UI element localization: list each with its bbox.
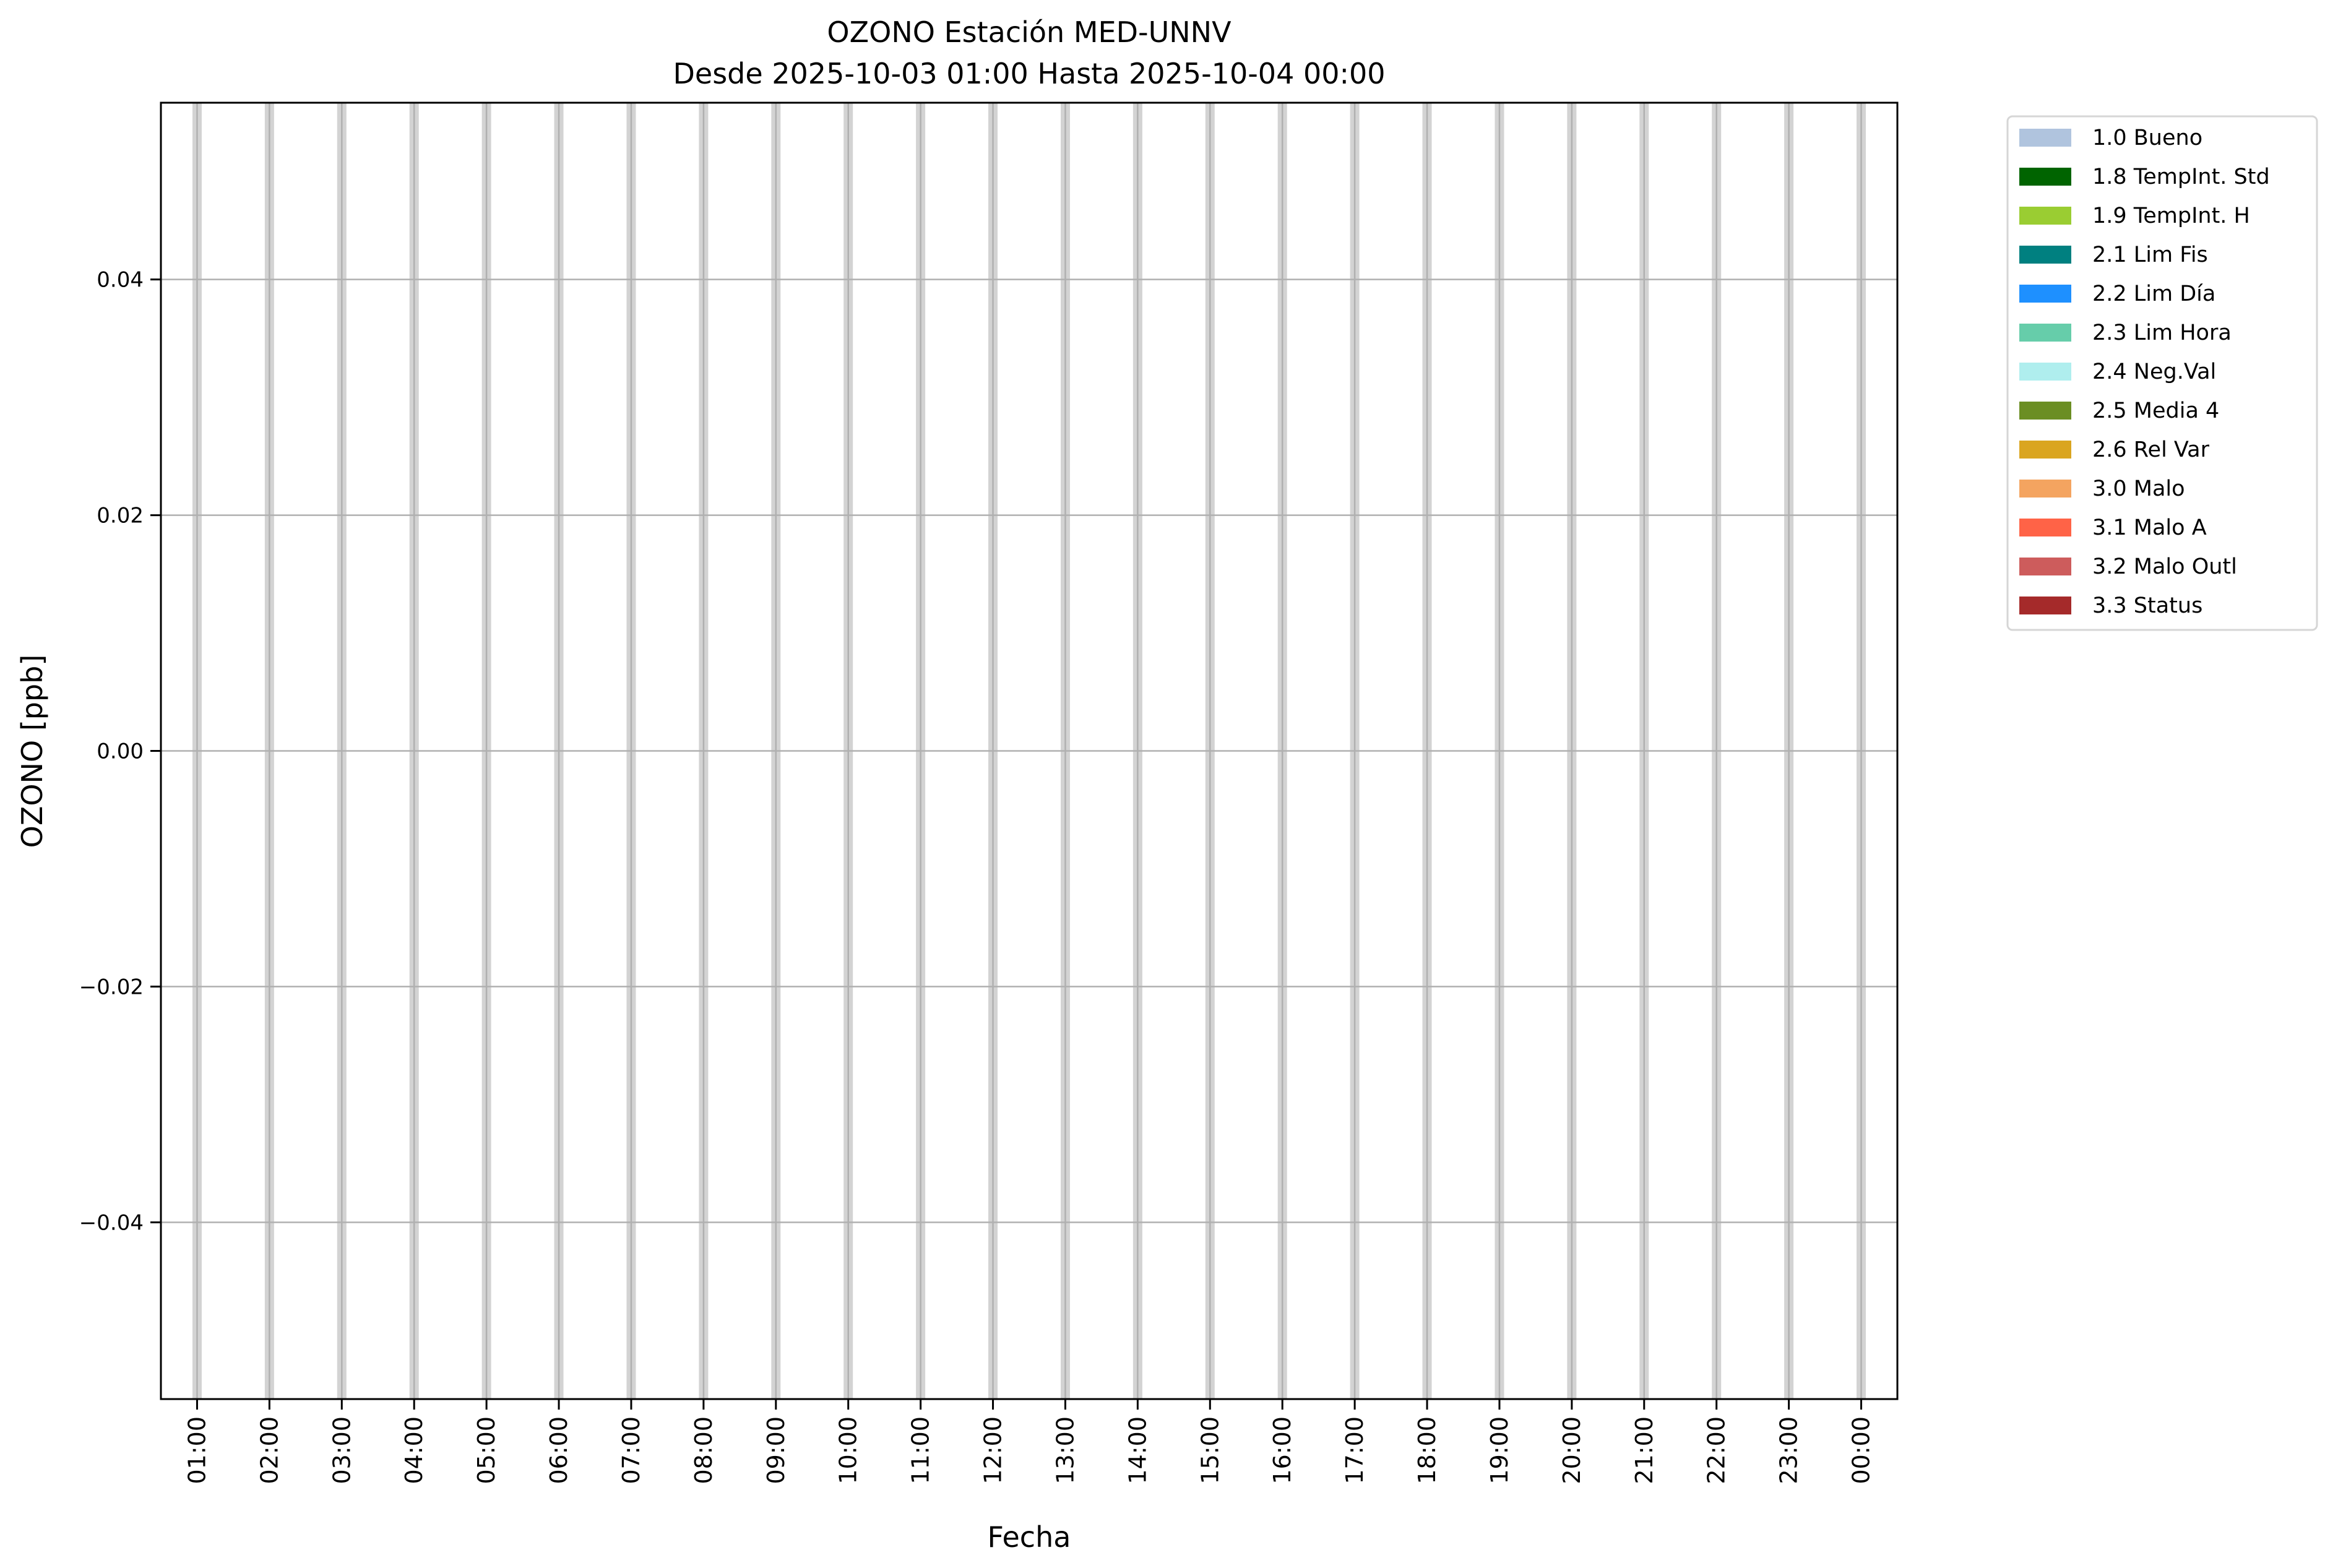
legend-label: 3.1 Malo A: [2092, 515, 2207, 540]
x-tick-label: 13:00: [1051, 1416, 1079, 1484]
y-tick-label: 0.00: [97, 739, 144, 764]
legend-label: 3.0 Malo: [2092, 476, 2185, 501]
x-tick-label: 10:00: [835, 1416, 862, 1484]
x-tick-label: 15:00: [1196, 1416, 1223, 1484]
legend-label: 3.2 Malo Outl: [2092, 554, 2237, 579]
x-tick-label: 23:00: [1775, 1416, 1803, 1484]
legend-swatch: [2019, 129, 2071, 147]
legend-label: 2.1 Lim Fis: [2092, 243, 2208, 267]
legend-swatch: [2019, 597, 2071, 614]
x-tick-label: 21:00: [1631, 1416, 1658, 1484]
legend-swatch: [2019, 441, 2071, 459]
x-tick-label: 16:00: [1269, 1416, 1296, 1484]
y-tick-label: −0.02: [79, 975, 144, 999]
x-tick-label: 19:00: [1486, 1416, 1513, 1484]
legend-label: 2.3 Lim Hora: [2092, 321, 2232, 345]
x-tick-label: 11:00: [907, 1416, 934, 1484]
x-tick-label: 01:00: [183, 1416, 210, 1484]
legend-swatch: [2019, 519, 2071, 536]
legend-swatch: [2019, 363, 2071, 381]
legend-label: 1.0 Bueno: [2092, 126, 2202, 150]
x-tick-label: 05:00: [473, 1416, 500, 1484]
legend-swatch: [2019, 558, 2071, 575]
x-tick-label: 12:00: [980, 1416, 1007, 1484]
legend-swatch: [2019, 402, 2071, 420]
y-tick-label: 0.04: [97, 268, 144, 293]
legend-label: 2.2 Lim Día: [2092, 282, 2215, 306]
legend-swatch: [2019, 285, 2071, 303]
chart-title-line1: OZONO Estación MED-UNNV: [827, 15, 1232, 49]
x-tick-label: 09:00: [762, 1416, 790, 1484]
plot-area: −0.04 −0.02 0.00 0.02 0.04 01:00 02:00 03:00 04:…: [79, 101, 1899, 1484]
x-tick-label: 17:00: [1341, 1416, 1368, 1484]
x-tick-label: 14:00: [1124, 1416, 1151, 1484]
x-tick-label: 08:00: [690, 1416, 717, 1484]
y-tick-label: 0.02: [97, 504, 144, 528]
x-tick-label: 06:00: [545, 1416, 572, 1484]
legend-label: 2.4 Neg.Val: [2092, 360, 2216, 384]
x-tick-label: 00:00: [1848, 1416, 1875, 1484]
x-tick-label: 07:00: [618, 1416, 645, 1484]
x-tick-label: 22:00: [1703, 1416, 1730, 1484]
x-tick-label: 03:00: [328, 1416, 355, 1484]
y-axis-label: OZONO [ppb]: [15, 655, 49, 848]
legend-label: 3.3 Status: [2092, 593, 2202, 618]
x-tick-label: 04:00: [400, 1416, 428, 1484]
legend-label: 1.9 TempInt. H: [2092, 204, 2250, 228]
x-tick-label: 20:00: [1558, 1416, 1585, 1484]
legend: 1.0 Bueno 1.8 TempInt. Std 1.9 TempInt. H 2…: [2006, 115, 2318, 631]
legend-swatch: [2019, 480, 2071, 498]
legend-swatch: [2019, 324, 2071, 342]
x-axis-label: Fecha: [988, 1520, 1071, 1554]
legend-swatch: [2019, 246, 2071, 264]
chart-title-line2: Desde 2025-10-03 01:00 Hasta 2025-10-04 …: [673, 57, 1385, 90]
legend-label: 2.6 Rel Var: [2092, 437, 2210, 462]
legend-label: 2.5 Media 4: [2092, 398, 2219, 423]
legend-swatch: [2019, 207, 2071, 225]
y-tick-label: −0.04: [79, 1210, 144, 1235]
legend-swatch: [2019, 168, 2071, 186]
x-tick-label: 02:00: [256, 1416, 283, 1484]
x-tick-label: 18:00: [1413, 1416, 1441, 1484]
legend-label: 1.8 TempInt. Std: [2092, 165, 2270, 189]
legend-frame: [2006, 115, 2318, 631]
